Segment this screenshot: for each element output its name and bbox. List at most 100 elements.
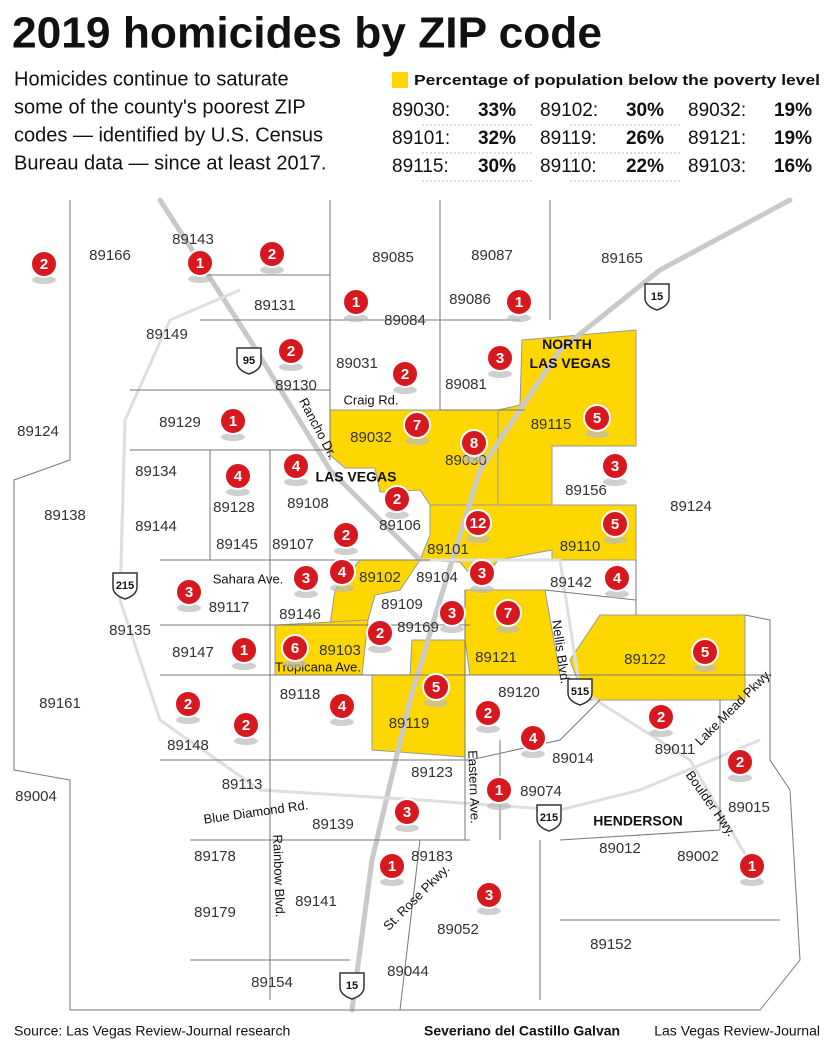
homicide-marker: 2 xyxy=(391,360,419,394)
zip-label: 89052 xyxy=(437,921,479,938)
homicide-marker: 3 xyxy=(438,599,466,633)
homicide-marker: 2 xyxy=(174,690,202,724)
marker-shadow xyxy=(395,824,419,832)
marker-shadow xyxy=(368,645,392,653)
homicide-count: 1 xyxy=(240,642,248,659)
homicide-marker: 12 xyxy=(464,509,492,543)
zip-label: 89002 xyxy=(677,848,719,865)
zip-label: 89074 xyxy=(520,783,562,800)
marker-circle xyxy=(393,798,421,826)
zip-label: 89139 xyxy=(312,816,354,833)
zip-label: 89107 xyxy=(272,536,314,553)
marker-shadow xyxy=(728,774,752,782)
zip-label: 89166 xyxy=(89,247,131,264)
marker-shadow xyxy=(740,878,764,886)
shield-number: 215 xyxy=(116,580,134,592)
marker-circle xyxy=(691,638,719,666)
title: 2019 homicides by ZIP code xyxy=(12,9,602,58)
homicide-marker: 2 xyxy=(30,250,58,284)
shield-shape xyxy=(567,678,593,706)
marker-shadow xyxy=(283,660,307,668)
marker-shadow xyxy=(440,625,464,633)
homicide-count: 6 xyxy=(291,640,299,657)
beltway xyxy=(118,419,761,812)
homicide-marker: 5 xyxy=(601,510,629,544)
zip-label: 89154 xyxy=(251,974,293,991)
zip-label: 89130 xyxy=(275,377,317,394)
marker-circle xyxy=(438,599,466,627)
marker-circle xyxy=(519,724,547,752)
marker-circle xyxy=(328,558,356,586)
marker-circle xyxy=(328,692,356,720)
homicide-marker: 3 xyxy=(175,578,203,612)
intro: Homicides continue to saturate some of th… xyxy=(14,68,326,174)
homicide-marker: 1 xyxy=(485,776,513,810)
zip-label: 89123 xyxy=(411,764,453,781)
homicide-count: 1 xyxy=(388,858,396,875)
zip-label: 89183 xyxy=(411,848,453,865)
zip-label: 89104 xyxy=(416,569,458,586)
road-label: Eastern Ave. xyxy=(465,750,483,824)
highway-shield: 515 xyxy=(567,678,593,706)
zip-label: 89032 xyxy=(350,429,392,446)
place-label: HENDERSON xyxy=(593,813,682,829)
marker-circle xyxy=(186,249,214,277)
homicide-marker: 1 xyxy=(186,249,214,283)
homicide-count: 5 xyxy=(701,644,709,661)
zip-label: 89014 xyxy=(552,750,594,767)
zip-label: 89138 xyxy=(44,507,86,524)
source: Source: Las Vegas Review-Journal researc… xyxy=(14,1023,290,1039)
zip-label: 89086 xyxy=(449,291,491,308)
zip-label: 89144 xyxy=(135,518,177,535)
marker-shadow xyxy=(344,314,368,322)
marker-circle xyxy=(403,411,431,439)
marker-circle xyxy=(175,578,203,606)
homicide-count: 1 xyxy=(748,858,756,875)
zip-label: 89117 xyxy=(209,599,250,616)
marker-shadow xyxy=(32,276,56,284)
marker-shadow xyxy=(603,536,627,544)
shield-shape xyxy=(339,972,365,1000)
shield-number: 95 xyxy=(243,355,255,367)
marker-shadow xyxy=(470,585,494,593)
marker-circle xyxy=(30,250,58,278)
marker-circle xyxy=(277,337,305,365)
homicide-count: 2 xyxy=(287,343,295,360)
zip-label: 89161 xyxy=(39,695,81,712)
homicide-marker: 2 xyxy=(232,711,260,745)
marker-circle xyxy=(282,452,310,480)
marker-circle xyxy=(468,559,496,587)
homicide-count: 4 xyxy=(338,564,347,581)
legend-zip: 89102: xyxy=(540,100,598,121)
intro-line: Bureau data — since at least 2017. xyxy=(14,152,326,174)
legend-percent: 30% xyxy=(478,156,516,177)
marker-shadow xyxy=(177,604,201,612)
legend-percent: 32% xyxy=(478,128,516,149)
shield-shape xyxy=(536,804,562,832)
legend-zip: 89103: xyxy=(688,156,746,177)
legend-zip: 89110: xyxy=(540,156,597,177)
homicide-marker: 7 xyxy=(403,411,431,445)
homicide-count: 1 xyxy=(515,294,523,311)
homicide-count: 7 xyxy=(504,605,512,622)
legend-percent: 22% xyxy=(626,156,664,177)
marker-circle xyxy=(383,485,411,513)
zip-label: 89141 xyxy=(295,893,337,910)
marker-circle xyxy=(464,509,492,537)
homicide-count: 5 xyxy=(432,679,440,696)
homicide-count: 2 xyxy=(376,625,384,642)
marker-circle xyxy=(475,881,503,909)
marker-shadow xyxy=(603,478,627,486)
marker-circle xyxy=(224,462,252,490)
legend-percent: 30% xyxy=(626,100,664,121)
homicide-count: 3 xyxy=(478,565,486,582)
marker-shadow xyxy=(334,547,358,555)
homicide-count: 3 xyxy=(448,605,456,622)
marker-circle xyxy=(738,852,766,880)
marker-shadow xyxy=(496,625,520,633)
marker-circle xyxy=(391,360,419,388)
marker-circle xyxy=(460,429,488,457)
homicide-count: 3 xyxy=(485,887,493,904)
homicide-count: 3 xyxy=(611,458,619,475)
zip-label: 89148 xyxy=(167,737,209,754)
